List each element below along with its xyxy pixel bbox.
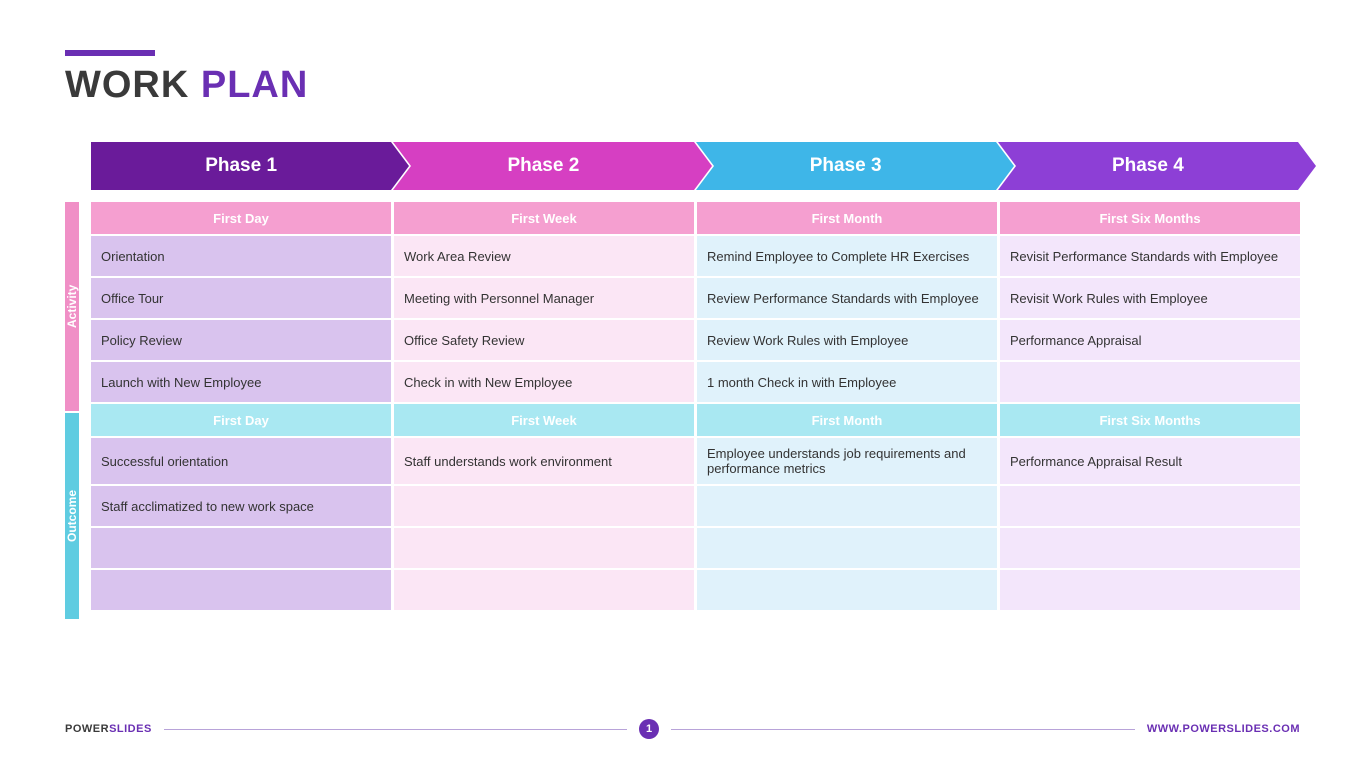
- table-cell: Performance Appraisal: [1000, 320, 1300, 360]
- table-row: [91, 570, 1300, 610]
- table-cell: [697, 486, 997, 526]
- column-header: First Month: [697, 202, 997, 234]
- footer: POWERSLIDES 1 WWW.POWERSLIDES.COM: [65, 719, 1300, 739]
- table-cell: [1000, 362, 1300, 402]
- phase-row: Phase 1 Phase 2 Phase 3 Phase 4: [91, 142, 1300, 190]
- page-title: WORK PLAN: [65, 64, 1300, 107]
- phase-arrow-3: Phase 3: [696, 142, 996, 190]
- table-cell: [697, 528, 997, 568]
- section-activity: First DayFirst WeekFirst MonthFirst Six …: [91, 202, 1300, 402]
- phase-label: Phase 3: [810, 155, 882, 177]
- column-header: First Day: [91, 404, 391, 436]
- side-labels: Activity Outcome: [65, 142, 85, 619]
- table-cell: Policy Review: [91, 320, 391, 360]
- side-label-activity: Activity: [65, 202, 79, 411]
- table-cell: [394, 570, 694, 610]
- phase-label: Phase 1: [205, 155, 277, 177]
- column-header: First Day: [91, 202, 391, 234]
- table-cell: Review Work Rules with Employee: [697, 320, 997, 360]
- footer-line-left: [164, 729, 628, 730]
- table-cell: Remind Employee to Complete HR Exercises: [697, 236, 997, 276]
- table-cell: Check in with New Employee: [394, 362, 694, 402]
- title-word-2: PLAN: [201, 64, 308, 106]
- table-cell: [1000, 570, 1300, 610]
- table-row: [91, 528, 1300, 568]
- section-rows: OrientationWork Area ReviewRemind Employ…: [91, 236, 1300, 402]
- plan-grid: Phase 1Phase 2Phase 3Phase 4 First DayFi…: [91, 142, 1300, 619]
- footer-brand-1: POWER: [65, 723, 109, 735]
- table-cell: [91, 528, 391, 568]
- table-cell: [697, 570, 997, 610]
- phase-label: Phase 4: [1112, 155, 1184, 177]
- table-cell: Orientation: [91, 236, 391, 276]
- column-header: First Six Months: [1000, 404, 1300, 436]
- footer-url: WWW.POWERSLIDES.COM: [1147, 723, 1300, 735]
- table-cell: Office Tour: [91, 278, 391, 318]
- footer-brand: POWERSLIDES: [65, 723, 152, 735]
- table-row: Policy ReviewOffice Safety ReviewReview …: [91, 320, 1300, 360]
- table-cell: [394, 528, 694, 568]
- table-cell: [1000, 528, 1300, 568]
- title-accent-bar: [65, 50, 155, 56]
- table-row: Launch with New EmployeeCheck in with Ne…: [91, 362, 1300, 402]
- table-cell: Revisit Work Rules with Employee: [1000, 278, 1300, 318]
- plan-content: ActivityOutcome Phase 1Phase 2Phase 3Pha…: [65, 142, 1300, 619]
- phase-arrow-1: Phase 1: [91, 142, 391, 190]
- title-word-1: WORK: [65, 64, 189, 106]
- table-row: Office TourMeeting with Personnel Manage…: [91, 278, 1300, 318]
- column-header: First Week: [394, 202, 694, 234]
- table-cell: Launch with New Employee: [91, 362, 391, 402]
- page-number-badge: 1: [639, 719, 659, 739]
- table-cell: Office Safety Review: [394, 320, 694, 360]
- section-outcome: First DayFirst WeekFirst MonthFirst Six …: [91, 404, 1300, 610]
- phase-label: Phase 2: [507, 155, 579, 177]
- table-cell: Performance Appraisal Result: [1000, 438, 1300, 484]
- table-cell: [394, 486, 694, 526]
- table-cell: Revisit Performance Standards with Emplo…: [1000, 236, 1300, 276]
- side-label-outcome: Outcome: [65, 413, 79, 619]
- table-cell: Work Area Review: [394, 236, 694, 276]
- footer-line-right: [671, 729, 1135, 730]
- table-cell: [91, 570, 391, 610]
- table-cell: [1000, 486, 1300, 526]
- table-cell: Employee understands job requirements an…: [697, 438, 997, 484]
- table-row: Staff acclimatized to new work space: [91, 486, 1300, 526]
- column-header: First Week: [394, 404, 694, 436]
- section-header: First DayFirst WeekFirst MonthFirst Six …: [91, 202, 1300, 234]
- column-header: First Month: [697, 404, 997, 436]
- phase-arrow-4: Phase 4: [998, 142, 1298, 190]
- table-cell: 1 month Check in with Employee: [697, 362, 997, 402]
- table-row: Successful orientationStaff understands …: [91, 438, 1300, 484]
- footer-brand-2: SLIDES: [109, 723, 152, 735]
- column-header: First Six Months: [1000, 202, 1300, 234]
- phase-arrow-2: Phase 2: [393, 142, 693, 190]
- table-cell: Successful orientation: [91, 438, 391, 484]
- table-row: OrientationWork Area ReviewRemind Employ…: [91, 236, 1300, 276]
- table-cell: Staff understands work environment: [394, 438, 694, 484]
- table-cell: Review Performance Standards with Employ…: [697, 278, 997, 318]
- side-spacer: [65, 142, 85, 202]
- section-rows: Successful orientationStaff understands …: [91, 438, 1300, 610]
- table-cell: Meeting with Personnel Manager: [394, 278, 694, 318]
- section-header: First DayFirst WeekFirst MonthFirst Six …: [91, 404, 1300, 436]
- table-cell: Staff acclimatized to new work space: [91, 486, 391, 526]
